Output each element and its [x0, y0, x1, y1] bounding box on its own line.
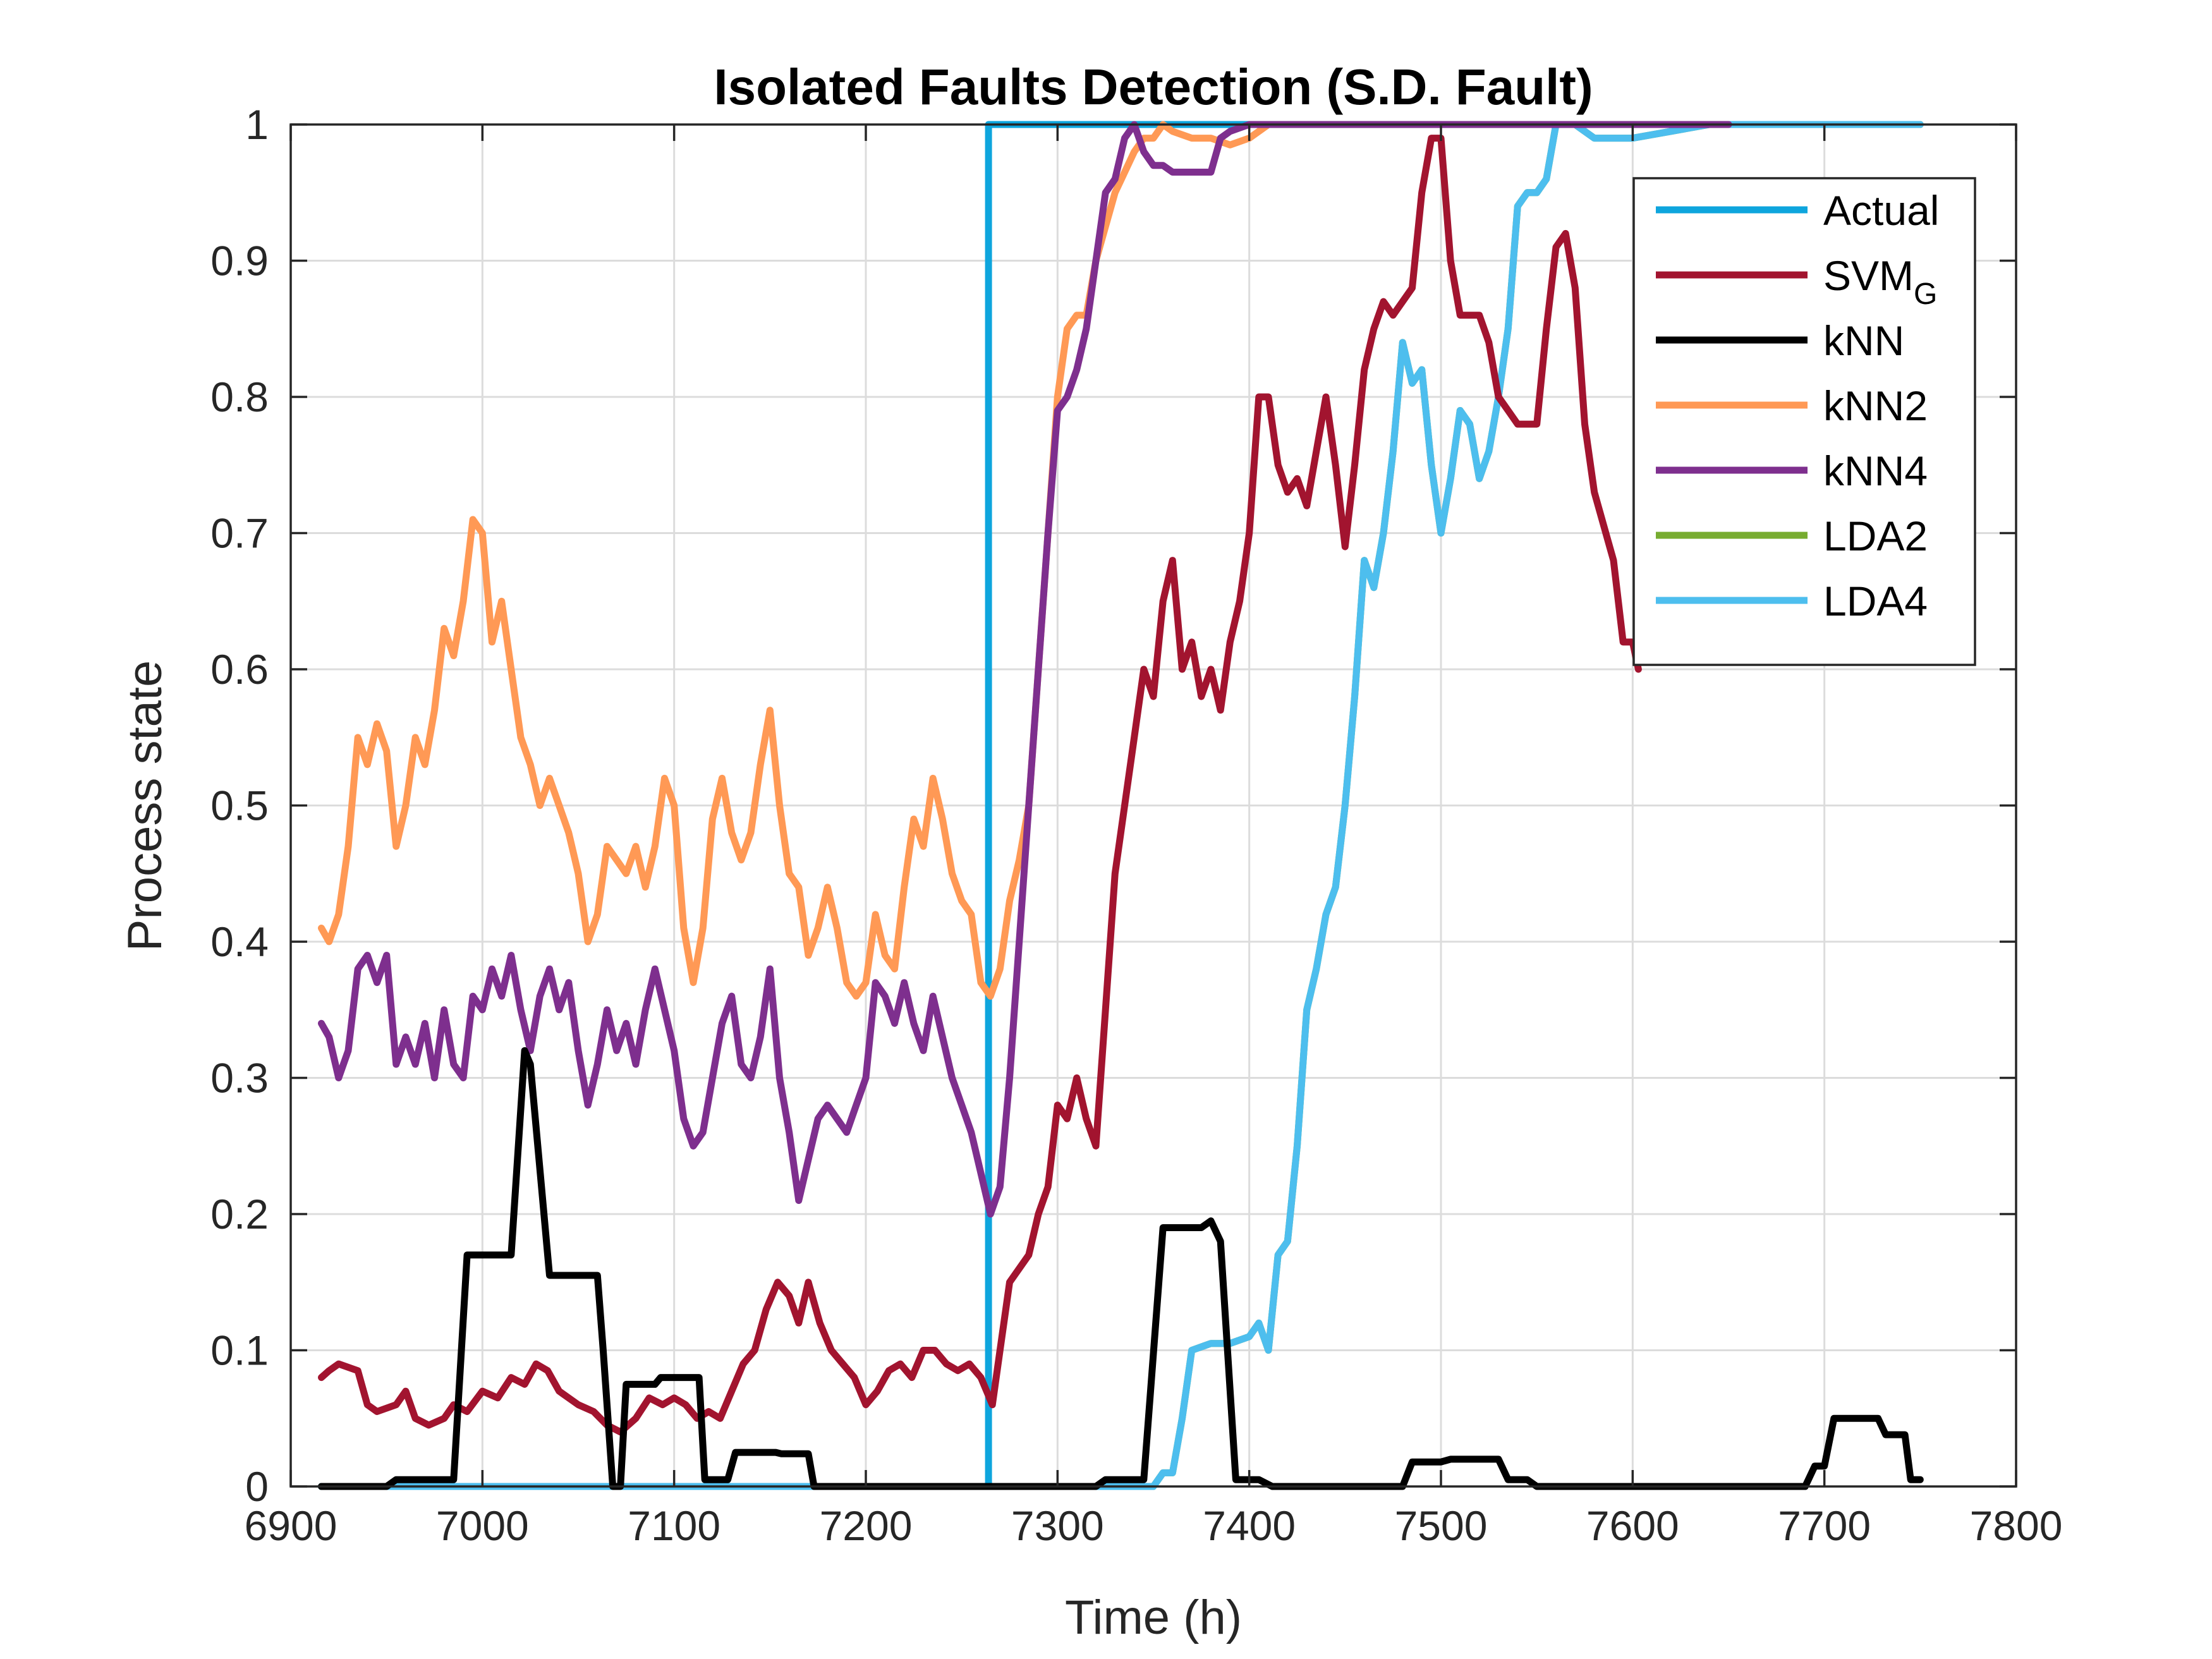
x-tick-label: 7100 — [628, 1502, 720, 1549]
x-tick-label: 7600 — [1586, 1502, 1679, 1549]
legend-label: Actual — [1823, 187, 1939, 234]
tick-labels: 6900 7000 7100 7200 7300 7400 7500 7600 7700 7800… — [210, 101, 2062, 1549]
y-axis-label: Process state — [118, 660, 172, 951]
x-tick-label: 6900 — [245, 1502, 337, 1549]
x-tick-label: 7200 — [820, 1502, 913, 1549]
y-tick-label: 0 — [245, 1463, 269, 1510]
x-tick-label: 7500 — [1395, 1502, 1488, 1549]
legend-label: SVMG — [1823, 252, 1937, 311]
legend-label: LDA4 — [1823, 578, 1928, 624]
y-tick-label: 0.9 — [210, 238, 269, 284]
legend-label: kNN2 — [1823, 382, 1928, 429]
legend-label: kNN4 — [1823, 447, 1928, 494]
y-tick-label: 0.2 — [210, 1191, 269, 1237]
x-tick-label: 7800 — [1970, 1502, 2063, 1549]
x-tick-label: 7000 — [436, 1502, 529, 1549]
x-tick-label: 7400 — [1203, 1502, 1296, 1549]
y-tick-label: 0.1 — [210, 1327, 269, 1374]
x-tick-label: 7300 — [1011, 1502, 1104, 1549]
series-line-lda4 — [318, 121, 1924, 1490]
legend-label: kNN — [1823, 317, 1904, 364]
x-axis-label: Time (h) — [1065, 1591, 1242, 1644]
y-tick-label: 0.7 — [210, 510, 269, 557]
series-line-knn2 — [318, 121, 1311, 1000]
y-tick-label: 0.3 — [210, 1055, 269, 1102]
chart-title: Isolated Faults Detection (S.D. Fault) — [714, 59, 1593, 115]
x-tick-label: 7700 — [1778, 1502, 1871, 1549]
y-tick-label: 0.5 — [210, 782, 269, 829]
legend-label: LDA2 — [1823, 513, 1928, 559]
series-line-knn4 — [318, 121, 1732, 1218]
y-tick-label: 0.8 — [210, 374, 269, 420]
series-line-svm — [318, 135, 1642, 1436]
y-tick-label: 0.4 — [210, 918, 269, 965]
y-tick-label: 1 — [245, 101, 269, 148]
legend: Actual SVMG kNN kNN2 kNN4 LDA2 LDA4 — [1632, 177, 1976, 666]
y-tick-label: 0.6 — [210, 646, 269, 693]
ticks — [289, 123, 2017, 1488]
legend-box — [1632, 177, 1976, 666]
